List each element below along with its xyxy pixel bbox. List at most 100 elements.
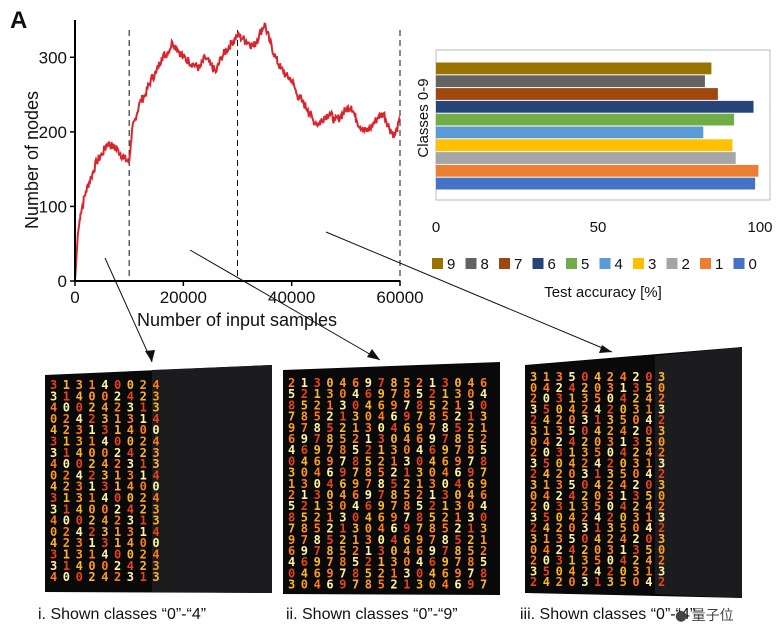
weight-map-digit: 8 bbox=[301, 522, 308, 536]
weight-map-digit: 2 bbox=[530, 500, 537, 514]
weight-map-digit: 7 bbox=[480, 578, 487, 592]
weight-map-digit: 1 bbox=[594, 467, 601, 481]
weight-map-digit: 4 bbox=[543, 381, 550, 395]
weight-map-digit: 6 bbox=[416, 432, 423, 446]
weight-map-digit: 3 bbox=[556, 532, 563, 546]
weight-map-digit: 2 bbox=[140, 548, 147, 562]
weight-map-digit: 3 bbox=[101, 468, 108, 482]
weight-map-digit: 1 bbox=[403, 466, 410, 480]
weight-map-digit: 8 bbox=[314, 421, 321, 435]
weight-map-digit: 0 bbox=[543, 554, 550, 568]
weight-map-digit: 0 bbox=[568, 575, 575, 589]
weight-map-digit: 0 bbox=[442, 477, 449, 491]
weight-map-digit: 1 bbox=[429, 376, 436, 390]
weight-map-digit: 3 bbox=[152, 457, 159, 471]
weight-map-digit: 5 bbox=[314, 410, 321, 424]
weight-map-digit: 1 bbox=[568, 554, 575, 568]
weight-map-digit: 3 bbox=[50, 502, 57, 516]
weight-map-digit: 1 bbox=[63, 491, 70, 505]
weight-map-panel-i: 3 1 3 1 4 0 0 2 43 1 4 0 0 2 4 2 34 0 0 2 4 2 3 1 30 2 4 2 3 1 3 1 44 2 3 1… bbox=[45, 365, 272, 593]
weight-map-digit: 3 bbox=[127, 514, 134, 528]
weight-map-digit: 1 bbox=[442, 499, 449, 513]
weight-map-digit: 3 bbox=[607, 381, 614, 395]
weight-map-digit: 6 bbox=[403, 421, 410, 435]
weight-map-digit: 0 bbox=[101, 502, 108, 516]
weight-map-digit: 2 bbox=[114, 514, 121, 528]
weight-map-digit: 2 bbox=[658, 575, 665, 589]
bar-class-8 bbox=[436, 75, 705, 88]
weight-map-digits-i: 3 1 3 1 4 0 0 2 43 1 4 0 0 2 4 2 34 0 0 2 4 2 3 1 30 2 4 2 3 1 3 1 44 2 3 1… bbox=[50, 378, 160, 584]
weight-map-digit: 5 bbox=[339, 432, 346, 446]
weight-map-digit: 4 bbox=[101, 435, 108, 449]
weight-map-digit: 1 bbox=[88, 491, 95, 505]
weight-map-digit: 0 bbox=[301, 466, 308, 480]
weight-map-digit: 3 bbox=[378, 544, 385, 558]
weight-map-digit: 3 bbox=[101, 525, 108, 539]
weight-map-digit: 2 bbox=[63, 423, 70, 437]
weight-map-digit: 3 bbox=[454, 387, 461, 401]
pointer-arrows bbox=[104, 231, 613, 363]
weight-map-digit: 0 bbox=[645, 370, 652, 384]
weight-map-digit: 0 bbox=[543, 500, 550, 514]
weight-map-digit: 0 bbox=[530, 489, 537, 503]
weight-map-digit: 4 bbox=[101, 491, 108, 505]
weight-map-digit: 1 bbox=[63, 559, 70, 573]
legend-label: 8 bbox=[481, 256, 489, 273]
line-chart-series-nodes bbox=[74, 22, 401, 282]
weight-map-digit: 6 bbox=[442, 566, 449, 580]
weight-map-digit: 8 bbox=[365, 578, 372, 592]
weight-map-digit: 2 bbox=[632, 370, 639, 384]
weight-map-digit: 3 bbox=[50, 435, 57, 449]
weight-map-digit: 4 bbox=[594, 402, 601, 416]
weight-map-digit: 4 bbox=[390, 533, 397, 547]
weight-map-digit: 3 bbox=[632, 543, 639, 557]
weight-map-digit: 1 bbox=[403, 578, 410, 592]
weight-map-digit: 0 bbox=[543, 446, 550, 460]
weight-map-digit: 1 bbox=[543, 424, 550, 438]
bar-class-5 bbox=[436, 113, 735, 126]
weight-map-digit: 2 bbox=[63, 536, 70, 550]
weight-map-digit: 4 bbox=[50, 570, 57, 584]
weight-map-digit: 2 bbox=[88, 570, 95, 584]
weight-map-digit: 2 bbox=[140, 435, 147, 449]
weight-map-digit: 9 bbox=[442, 555, 449, 569]
weight-map-digit: 2 bbox=[581, 381, 588, 395]
weight-map-digit: 4 bbox=[50, 480, 57, 494]
weight-map-digit: 1 bbox=[480, 533, 487, 547]
weight-map-digit: 0 bbox=[530, 435, 537, 449]
weight-map-digit: 6 bbox=[365, 387, 372, 401]
weight-map-digit: 5 bbox=[352, 443, 359, 457]
weight-map-digit: 1 bbox=[301, 376, 308, 390]
weight-map-digit: 8 bbox=[403, 387, 410, 401]
legend-swatch bbox=[599, 258, 611, 269]
weight-map-digit: 4 bbox=[416, 555, 423, 569]
weight-map-digit: 4 bbox=[76, 412, 83, 426]
weight-map-digit: 2 bbox=[556, 381, 563, 395]
weight-map-digit: 3 bbox=[390, 555, 397, 569]
weight-map-digit: 0 bbox=[101, 559, 108, 573]
weight-map-digit: 7 bbox=[390, 387, 397, 401]
weight-map-digit: 1 bbox=[140, 468, 147, 482]
legend-swatch bbox=[633, 258, 644, 269]
weight-map-digit: 2 bbox=[454, 522, 461, 536]
weight-map-digit: 0 bbox=[140, 480, 147, 494]
weight-map-digit: 1 bbox=[365, 432, 372, 446]
weight-map-digit: 5 bbox=[403, 488, 410, 502]
weight-map-digit: 4 bbox=[152, 435, 159, 449]
weight-map-digit: 4 bbox=[152, 548, 159, 562]
bar-chart-x-tick-label: 100 bbox=[747, 219, 772, 236]
weight-map-digit: 9 bbox=[301, 544, 308, 558]
weight-map-digit: 6 bbox=[314, 454, 321, 468]
line-chart-vlines bbox=[128, 30, 401, 281]
weight-map-digit: 2 bbox=[88, 468, 95, 482]
weight-map-digit: 2 bbox=[607, 478, 614, 492]
weight-map-digit: 0 bbox=[594, 381, 601, 395]
bar-class-2 bbox=[436, 152, 736, 164]
weight-map-digit: 0 bbox=[568, 413, 575, 427]
weight-map-digit: 3 bbox=[556, 370, 563, 384]
weight-map-digit: 4 bbox=[101, 548, 108, 562]
weight-map-digit: 2 bbox=[607, 510, 614, 524]
weight-map-digit: 2 bbox=[581, 543, 588, 557]
weight-map-digit: 4 bbox=[127, 559, 134, 573]
weight-map-digit: 0 bbox=[607, 446, 614, 460]
